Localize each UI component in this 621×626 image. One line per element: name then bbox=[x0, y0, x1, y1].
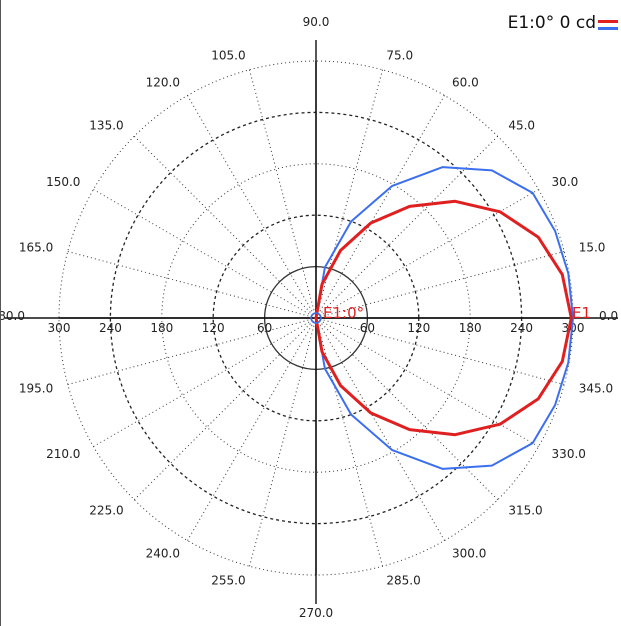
radial-tick-right-240: 240 bbox=[510, 321, 533, 335]
angle-label-90: 90.0 bbox=[303, 15, 330, 29]
grid-spoke-300 bbox=[315, 317, 445, 541]
angle-label-330: 330.0 bbox=[552, 447, 586, 461]
angle-label-135: 135.0 bbox=[89, 119, 123, 133]
angle-label-105: 105.0 bbox=[211, 48, 245, 62]
legend-swatch-blue bbox=[598, 27, 618, 30]
legend-swatch-red bbox=[598, 20, 618, 23]
grid-spoke-30 bbox=[315, 189, 539, 319]
grid-spoke-345 bbox=[315, 317, 565, 385]
grid-spoke-210 bbox=[93, 317, 317, 447]
radial-tick-left-300: 300 bbox=[48, 321, 71, 335]
radial-tick-left-240: 240 bbox=[99, 321, 122, 335]
angle-label-210: 210.0 bbox=[46, 447, 80, 461]
angle-label-75: 75.0 bbox=[386, 48, 413, 62]
grid-spoke-285 bbox=[315, 317, 383, 567]
angle-label-285: 285.0 bbox=[386, 574, 420, 588]
radial-tick-left-180: 180 bbox=[150, 321, 173, 335]
angle-label-0: 0.0 bbox=[599, 309, 618, 323]
grid-spoke-60 bbox=[315, 95, 445, 319]
angle-label-270: 270.0 bbox=[299, 606, 333, 620]
angle-label-30: 30.0 bbox=[552, 175, 579, 189]
grid-spoke-330 bbox=[315, 317, 539, 447]
angle-label-315: 315.0 bbox=[508, 503, 542, 517]
center-angle-label: E1:0° bbox=[323, 304, 364, 322]
angle-label-15: 15.0 bbox=[579, 241, 606, 255]
angle-label-345: 345.0 bbox=[579, 381, 613, 395]
angle-label-225: 225.0 bbox=[89, 503, 123, 517]
radial-tick-left-120: 120 bbox=[202, 321, 225, 335]
angle-label-120: 120.0 bbox=[146, 75, 180, 89]
series-line-red bbox=[314, 199, 573, 437]
grid-spoke-75 bbox=[315, 69, 383, 319]
angle-label-150: 150.0 bbox=[46, 175, 80, 189]
grid-spoke-240 bbox=[187, 317, 317, 541]
grid-spoke-195 bbox=[67, 317, 317, 385]
series-end-label: E1 bbox=[572, 304, 591, 322]
grid-spoke-150 bbox=[93, 189, 317, 319]
legend-label: E1:0° 0 cd bbox=[508, 13, 596, 33]
angle-label-165: 165.0 bbox=[19, 241, 53, 255]
angle-label-45: 45.0 bbox=[508, 119, 535, 133]
angle-label-180: 180.0 bbox=[1, 309, 25, 323]
grid-spoke-45 bbox=[315, 135, 499, 319]
angle-label-300: 300.0 bbox=[452, 547, 486, 561]
grid-spoke-105 bbox=[249, 69, 317, 319]
grid-spoke-315 bbox=[315, 317, 499, 501]
radial-tick-right-60: 60 bbox=[360, 321, 375, 335]
grid-spoke-225 bbox=[133, 317, 317, 501]
angle-label-240: 240.0 bbox=[146, 547, 180, 561]
grid-spoke-255 bbox=[249, 317, 317, 567]
grid-spoke-120 bbox=[187, 95, 317, 319]
angle-label-195: 195.0 bbox=[19, 381, 53, 395]
center-marker bbox=[310, 312, 322, 324]
radial-tick-left-60: 60 bbox=[257, 321, 272, 335]
radial-tick-right-120: 120 bbox=[407, 321, 430, 335]
angle-label-60: 60.0 bbox=[452, 75, 479, 89]
grid-spoke-165 bbox=[67, 251, 317, 319]
angle-label-255: 255.0 bbox=[211, 574, 245, 588]
grid-spoke-135 bbox=[133, 135, 317, 319]
grid-spoke-15 bbox=[315, 251, 565, 319]
radial-tick-right-180: 180 bbox=[459, 321, 482, 335]
